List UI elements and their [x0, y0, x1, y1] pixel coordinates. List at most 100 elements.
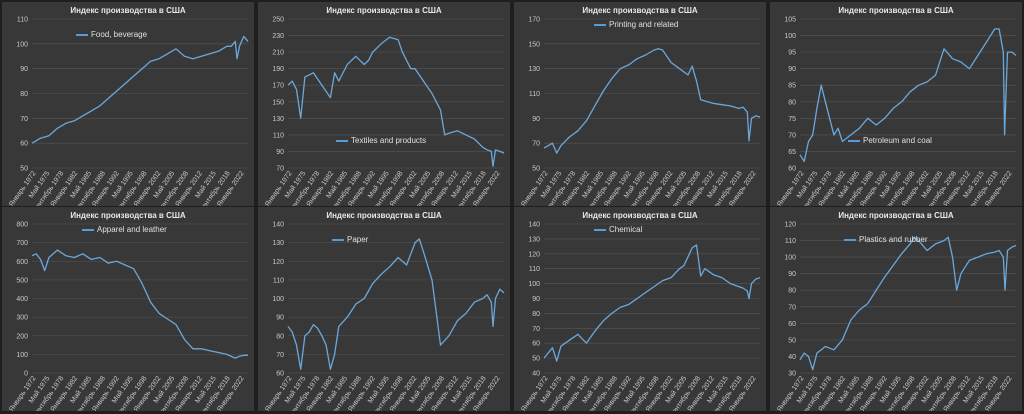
chart-title: Индекс производства в США — [582, 6, 698, 15]
series-line — [799, 28, 1017, 163]
y-tick-label: 200 — [16, 333, 28, 340]
y-tick-label: 110 — [529, 266, 540, 273]
series-line — [31, 249, 248, 359]
y-tick-label: 40 — [532, 371, 540, 378]
y-tick-label: 90 — [788, 271, 796, 278]
legend: Paper — [332, 235, 368, 244]
y-tick-label: 70 — [276, 352, 284, 359]
y-tick-label: 100 — [272, 296, 284, 303]
legend-swatch — [594, 23, 606, 26]
y-tick-label: 130 — [528, 236, 540, 243]
y-tick-label: 100 — [784, 33, 796, 40]
y-tick-label: 105 — [784, 17, 796, 24]
legend: Plastics and rubber — [844, 235, 927, 244]
series-line — [287, 36, 505, 167]
series-line — [543, 244, 761, 362]
y-tick-label: 110 — [529, 91, 540, 98]
y-tick-label: 95 — [788, 50, 796, 57]
y-tick-label: 90 — [532, 116, 540, 123]
legend-swatch — [76, 33, 88, 36]
y-tick-label: 85 — [788, 83, 796, 90]
y-tick-label: 130 — [528, 66, 540, 73]
y-tick-label: 600 — [16, 259, 28, 266]
y-tick-label: 70 — [532, 326, 540, 333]
y-tick-label: 210 — [272, 50, 284, 57]
y-tick-label: 70 — [788, 304, 796, 311]
y-tick-label: 60 — [788, 321, 796, 328]
legend-label: Petroleum and coal — [863, 136, 932, 145]
chart-title: Индекс производства в США — [326, 211, 442, 220]
y-tick-label: 80 — [788, 288, 796, 295]
y-tick-label: 90 — [20, 66, 28, 73]
series-line — [287, 238, 505, 370]
y-tick-label: 100 — [528, 281, 540, 288]
y-tick-label: 170 — [272, 83, 284, 90]
y-tick-label: 50 — [20, 166, 28, 173]
y-tick-label: 70 — [532, 141, 540, 148]
legend: Printing and related — [594, 20, 678, 29]
chart-panel: 60 65 70 75 80 85 90 95 100 105 Январь 1972 Май 197… — [770, 2, 1022, 206]
y-tick-label: 75 — [788, 116, 796, 123]
y-tick-label: 60 — [20, 141, 28, 148]
y-tick-label: 230 — [272, 33, 284, 40]
series-line — [31, 35, 249, 144]
y-tick-label: 50 — [532, 166, 540, 173]
legend-swatch — [848, 139, 860, 142]
chart-panel: 40 50 60 70 80 90 100 110 120 130 140 Январь 1972 Ма… — [514, 207, 766, 411]
y-tick-label: 150 — [272, 99, 284, 106]
y-tick-label: 130 — [272, 240, 284, 247]
y-tick-label: 100 — [784, 255, 796, 262]
chart-panel: 70 90 110 130 150 170 190 210 230 250 Январь 1972 М… — [258, 2, 510, 206]
y-tick-label: 110 — [785, 238, 796, 245]
y-tick-label: 120 — [272, 259, 284, 266]
y-tick-label: 100 — [16, 352, 28, 359]
y-tick-label: 70 — [20, 116, 28, 123]
y-tick-label: 130 — [272, 116, 284, 123]
chart-title: Индекс производства в США — [70, 211, 186, 220]
y-tick-label: 110 — [17, 17, 28, 24]
y-tick-label: 90 — [276, 315, 284, 322]
y-tick-label: 30 — [788, 371, 796, 378]
y-tick-label: 50 — [532, 356, 540, 363]
y-tick-label: 700 — [16, 240, 28, 247]
legend: Chemical — [594, 225, 642, 234]
y-tick-label: 70 — [788, 132, 796, 139]
chart-panel: 30 40 50 60 70 80 90 100 110 120 Январь 1972 Май 19… — [770, 207, 1022, 411]
y-tick-label: 0 — [24, 371, 28, 378]
y-tick-label: 120 — [528, 251, 540, 258]
y-tick-label: 800 — [16, 222, 28, 229]
legend: Apparel and leather — [82, 225, 167, 234]
y-tick-label: 140 — [528, 222, 540, 229]
legend-swatch — [82, 228, 94, 231]
y-tick-label: 140 — [272, 222, 284, 229]
y-tick-label: 150 — [528, 41, 540, 48]
y-tick-label: 60 — [276, 371, 284, 378]
y-tick-label: 400 — [16, 296, 28, 303]
y-tick-label: 90 — [276, 149, 284, 156]
y-tick-label: 90 — [532, 296, 540, 303]
legend-label: Apparel and leather — [97, 225, 167, 234]
chart-title: Индекс производства в США — [326, 6, 442, 15]
chart-panel: 60 70 80 90 100 110 120 130 140 Январь 1972 Май 19… — [258, 207, 510, 411]
chart-panel: 50 70 90 110 130 150 170 Январь 1972 Май 1975 Сен… — [514, 2, 766, 206]
legend-label: Paper — [347, 235, 369, 244]
chart-panel: 50 60 70 80 90 100 110 Январь 1972 Май 1975 Сентя… — [2, 2, 254, 206]
legend: Food, beverage — [76, 30, 147, 39]
y-tick-label: 300 — [16, 315, 28, 322]
y-tick-label: 40 — [788, 354, 796, 361]
y-tick-label: 120 — [784, 222, 796, 229]
legend-label: Plastics and rubber — [859, 235, 928, 244]
legend-label: Food, beverage — [91, 30, 148, 39]
y-tick-label: 50 — [788, 337, 796, 344]
y-tick-label: 80 — [276, 333, 284, 340]
y-tick-label: 80 — [788, 99, 796, 106]
y-tick-label: 80 — [20, 91, 28, 98]
y-tick-label: 110 — [273, 277, 284, 284]
